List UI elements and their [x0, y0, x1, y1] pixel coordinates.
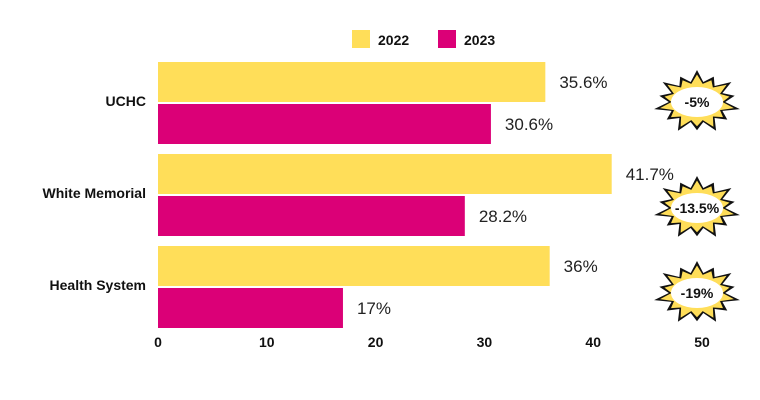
bar-white-memorial-2022 [158, 154, 612, 194]
bar-health-system-2023 [158, 288, 343, 328]
x-tick-label: 0 [154, 334, 162, 350]
category-label: UCHC [106, 93, 146, 109]
starburst-center [671, 278, 723, 308]
annotation-label: -5% [685, 94, 710, 110]
bar-health-system-2022 [158, 246, 550, 286]
value-labels: 35.6% 30.6% 41.7% 28.2% 36% 17% [357, 73, 674, 318]
starburst-center [671, 193, 723, 223]
annotation-label: -19% [681, 285, 714, 301]
legend-swatch-2022 [352, 30, 370, 48]
category-label: White Memorial [43, 185, 146, 201]
value-label: 36% [564, 257, 598, 276]
starburst-annotation: -5% [654, 70, 740, 131]
x-tick-label: 40 [585, 334, 601, 350]
value-label: 41.7% [626, 165, 674, 184]
value-label: 17% [357, 299, 391, 318]
annotations: -5% -13.5% -19% [654, 70, 740, 322]
x-axis: 0 10 20 30 40 50 [154, 334, 710, 350]
x-tick-label: 30 [477, 334, 493, 350]
value-label: 35.6% [559, 73, 607, 92]
starburst-annotation: -19% [654, 261, 740, 322]
bar-white-memorial-2023 [158, 196, 465, 236]
legend: 2022 2023 [352, 30, 495, 48]
category-label: Health System [50, 277, 146, 293]
x-tick-label: 20 [368, 334, 384, 350]
legend-label: 2023 [464, 32, 495, 48]
value-label: 30.6% [505, 115, 553, 134]
starburst-center [671, 87, 723, 117]
value-label: 28.2% [479, 207, 527, 226]
legend-label: 2022 [378, 32, 409, 48]
bar-uchc-2022 [158, 62, 546, 102]
bars [158, 62, 612, 328]
legend-swatch-2023 [438, 30, 456, 48]
x-tick-label: 10 [259, 334, 275, 350]
bar-uchc-2023 [158, 104, 491, 144]
annotation-label: -13.5% [675, 200, 720, 216]
x-tick-label: 50 [694, 334, 710, 350]
category-labels: UCHC White Memorial Health System [43, 93, 146, 293]
starburst-annotation: -13.5% [654, 176, 740, 237]
